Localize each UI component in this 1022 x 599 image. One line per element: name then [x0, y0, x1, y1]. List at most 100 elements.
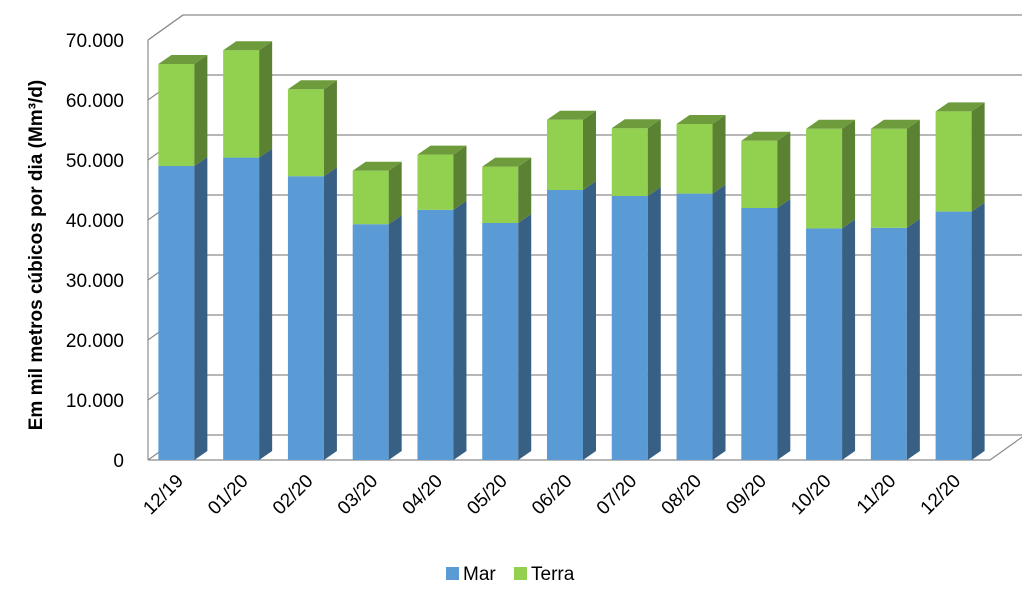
bar-mar-09/20	[741, 199, 790, 460]
bar-mar-02/20	[288, 167, 337, 460]
bar-front	[482, 167, 518, 223]
y-tick-label: 40.000	[66, 211, 124, 232]
bar-terra-01/20	[223, 41, 272, 157]
bar-side	[324, 167, 337, 460]
bar-mar-11/20	[871, 219, 920, 460]
bar-front	[936, 212, 972, 460]
bar-terra-06/20	[547, 111, 596, 190]
bar-front	[158, 166, 194, 460]
bar-terra-11/20	[871, 120, 920, 228]
x-tick-label: 07/20	[593, 471, 641, 519]
legend-label: Terra	[531, 564, 575, 585]
legend-swatch	[446, 567, 459, 580]
bar-front	[612, 128, 648, 196]
bar-side	[648, 187, 661, 460]
legend-item-mar: Mar	[446, 564, 496, 585]
bar-mar-05/20	[482, 214, 531, 460]
bar-side	[583, 181, 596, 460]
x-tick-label: 06/20	[528, 471, 576, 519]
y-axis-label: Em mil metros cúbicos por dia (Mm³/d)	[26, 80, 47, 431]
bar-terra-05/20	[482, 158, 531, 223]
bar-front	[353, 171, 389, 224]
bar-mar-06/20	[547, 181, 596, 460]
bar-front	[677, 194, 713, 460]
y-tick-label: 20.000	[66, 331, 124, 352]
x-tick-label: 12/19	[139, 471, 187, 519]
legend-item-terra: Terra	[514, 564, 575, 585]
bar-front	[547, 190, 583, 460]
bar-mar-12/20	[936, 203, 985, 460]
x-tick-label: 09/20	[722, 471, 770, 519]
bar-side	[972, 102, 985, 211]
bar-side	[194, 157, 207, 460]
bar-side	[453, 146, 466, 210]
x-tick-label: 02/20	[269, 471, 317, 519]
bar-front	[547, 120, 583, 190]
legend: Mar Terra	[446, 564, 575, 585]
bar-side	[194, 55, 207, 166]
x-tick-label: 10/20	[787, 471, 835, 519]
legend-label: Mar	[463, 564, 496, 585]
bar-side	[648, 119, 661, 196]
bar-front	[871, 129, 907, 228]
bar-front	[936, 111, 972, 211]
bar-front	[223, 158, 259, 460]
bar-front	[741, 208, 777, 460]
bar-terra-09/20	[741, 132, 790, 208]
bar-side	[713, 115, 726, 194]
x-tick-label: 01/20	[204, 471, 252, 519]
bar-side	[842, 219, 855, 460]
y-tick-label: 50.000	[66, 151, 124, 172]
y-ticks: 0 10.000 20.000 30.000 40.000 50.000 60.000 70.…	[66, 31, 124, 472]
bar-front	[741, 141, 777, 208]
bar-front	[223, 50, 259, 157]
x-tick-label: 04/20	[399, 471, 447, 519]
bar-front	[288, 176, 324, 460]
x-tick-label: 05/20	[463, 471, 511, 519]
bar-front	[353, 224, 389, 460]
bar-terra-12/20	[936, 102, 985, 211]
bar-mar-01/20	[223, 149, 272, 460]
bar-front	[158, 64, 194, 166]
bar-front	[871, 228, 907, 460]
bar-front	[806, 228, 842, 460]
bar-side	[842, 120, 855, 229]
bar-front	[417, 155, 453, 210]
bar-front	[482, 223, 518, 460]
x-tick-label: 08/20	[658, 471, 706, 519]
bar-terra-07/20	[612, 119, 661, 196]
y-tick-label: 10.000	[66, 391, 124, 412]
bar-side	[518, 158, 531, 223]
bar-side	[259, 41, 272, 157]
y-tick-label: 70.000	[66, 31, 124, 52]
bar-terra-04/20	[417, 146, 466, 210]
bar-mar-12/19	[158, 157, 207, 460]
bar-side	[324, 80, 337, 176]
bar-side	[389, 215, 402, 460]
bar-front	[417, 210, 453, 460]
bar-mar-04/20	[417, 201, 466, 460]
bar-front	[612, 196, 648, 460]
x-tick-label: 11/20	[853, 471, 900, 518]
bar-side	[777, 199, 790, 460]
gridline	[148, 15, 1022, 40]
y-tick-label: 30.000	[66, 271, 124, 292]
bar-side	[389, 162, 402, 224]
bar-terra-12/19	[158, 55, 207, 166]
bars-layer	[158, 41, 984, 460]
bar-terra-10/20	[806, 120, 855, 229]
bar-side	[972, 203, 985, 460]
x-tick-label: 12/20	[917, 471, 965, 519]
bar-front	[288, 89, 324, 176]
bar-side	[518, 214, 531, 460]
bar-side	[777, 132, 790, 208]
legend-swatch	[514, 567, 527, 580]
x-tick-label: 03/20	[334, 471, 382, 519]
bar-side	[713, 185, 726, 460]
bar-front	[806, 129, 842, 229]
bar-side	[259, 149, 272, 460]
gridline	[148, 75, 1022, 100]
bar-mar-08/20	[677, 185, 726, 460]
bar-mar-03/20	[353, 215, 402, 460]
